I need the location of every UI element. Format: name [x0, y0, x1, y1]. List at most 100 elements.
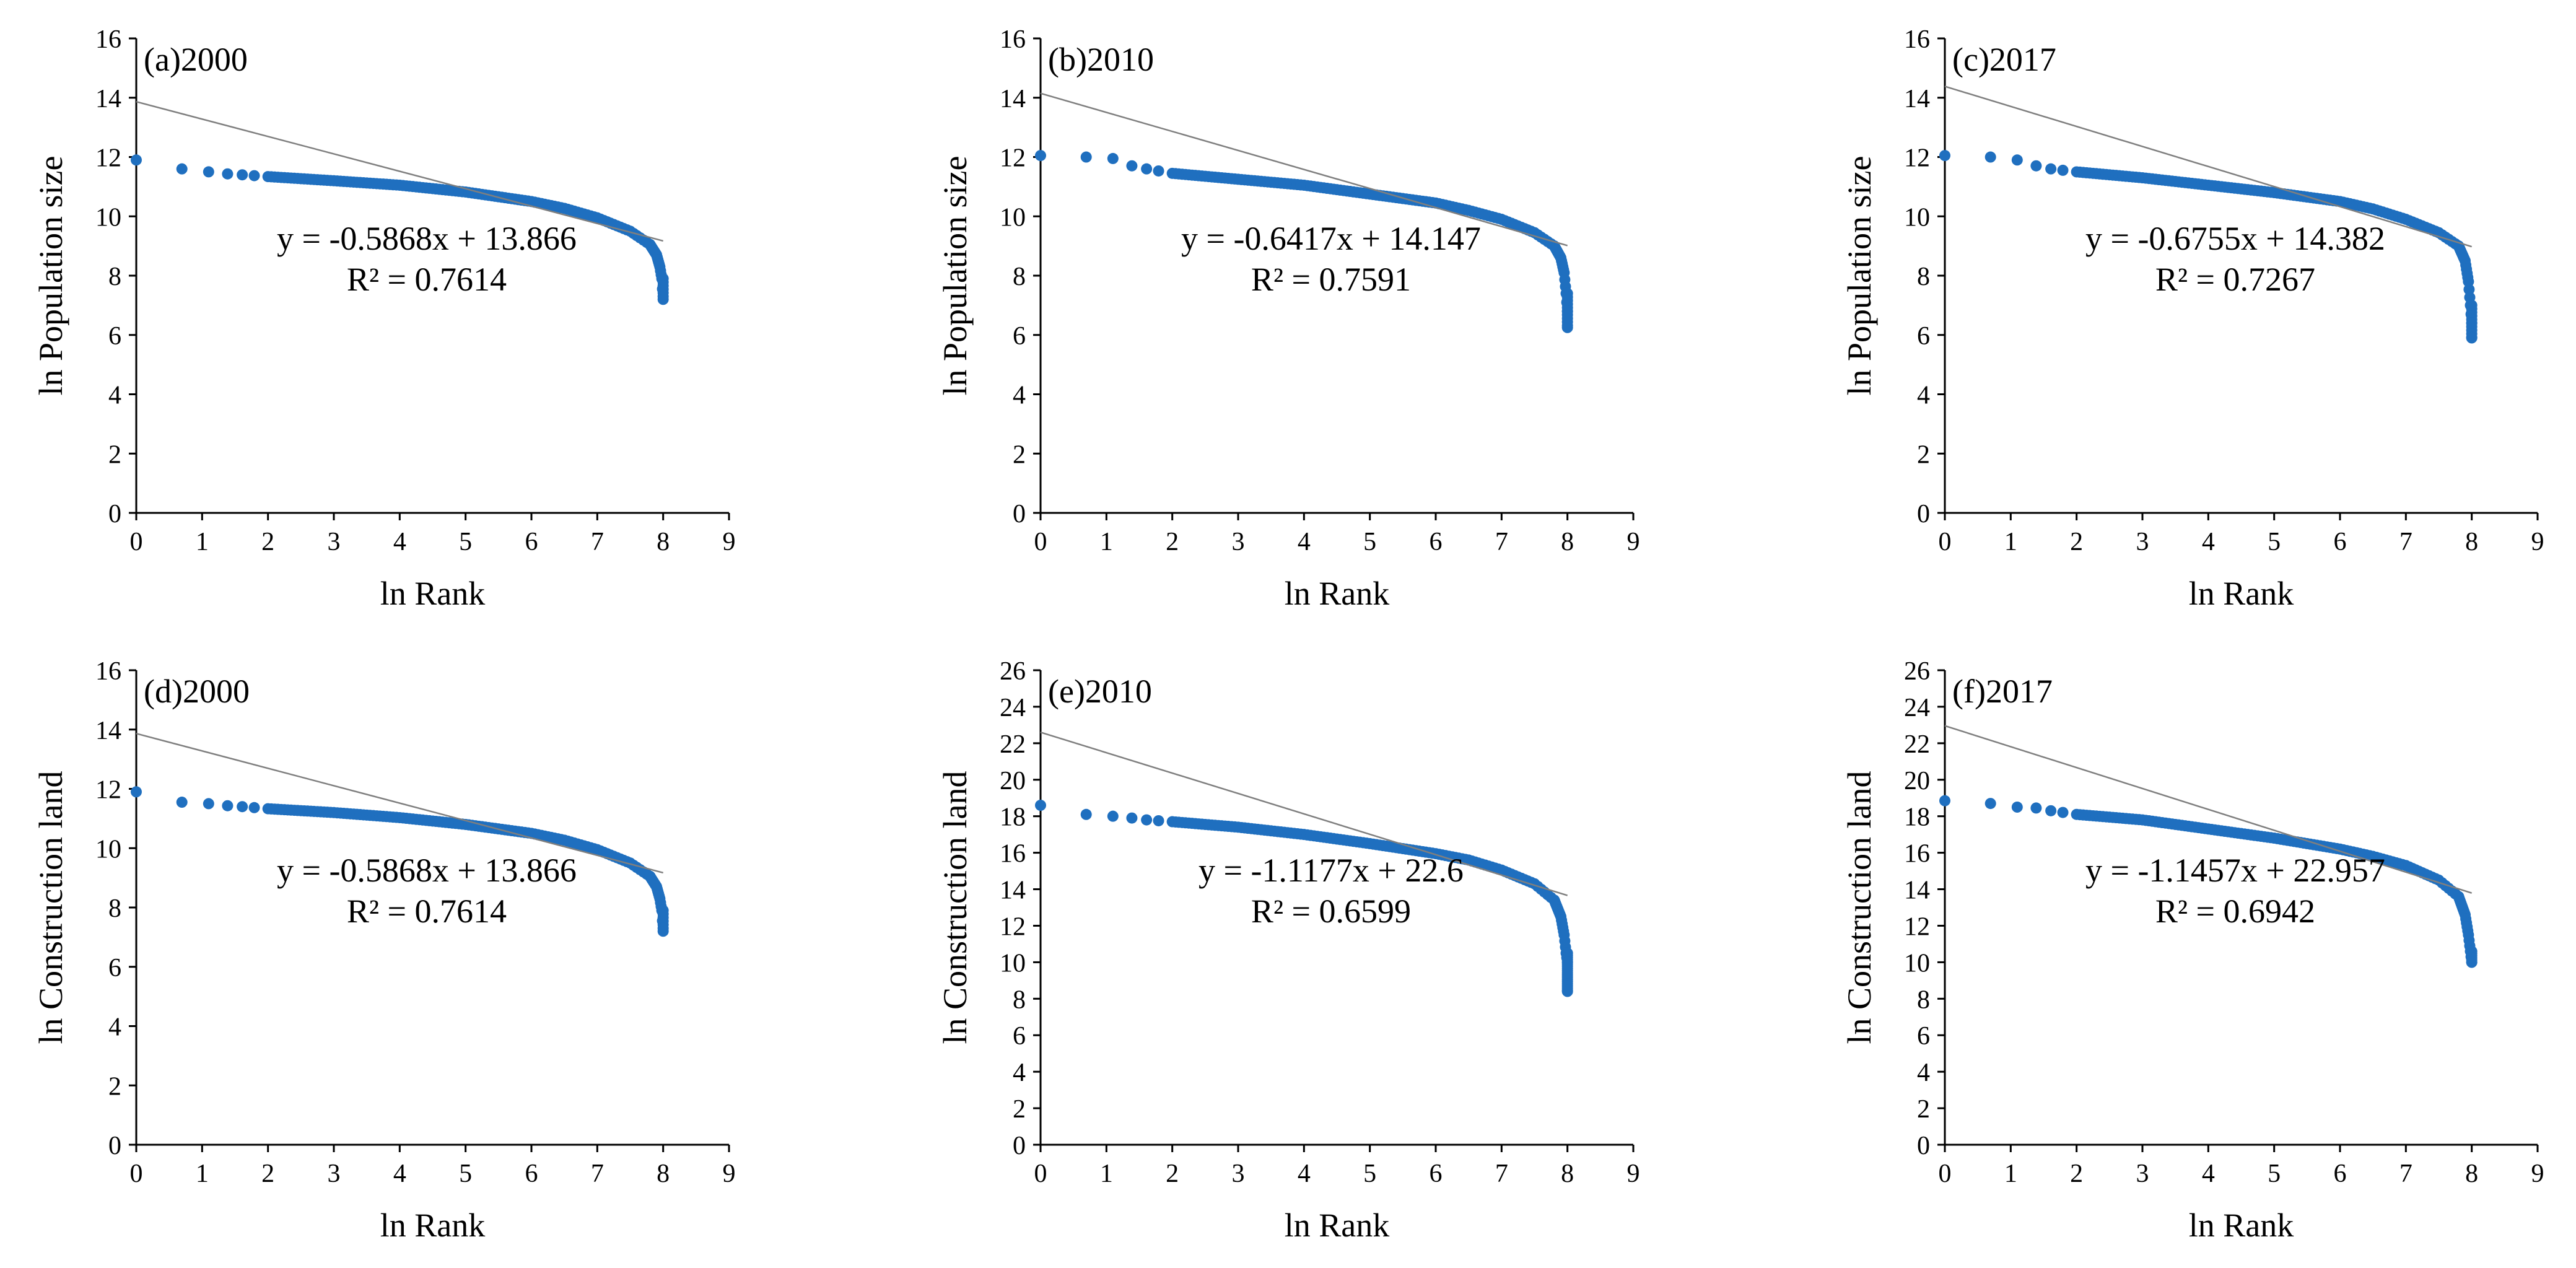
y-tick-label: 8 [1917, 986, 1930, 1014]
data-points [1035, 800, 1573, 997]
x-tick-label: 4 [1298, 528, 1311, 556]
y-tick-label: 2 [1013, 440, 1026, 469]
trendline-equation: y = -0.6755x + 14.382 [2085, 220, 2385, 257]
y-axis-label: ln Population size [1841, 156, 1878, 396]
x-tick-label: 3 [2136, 528, 2149, 556]
data-point [1080, 151, 1092, 163]
x-axis-label: ln Rank [380, 1207, 486, 1244]
x-tick-label: 5 [2268, 528, 2281, 556]
y-tick-label: 26 [1904, 657, 1930, 686]
data-point [1107, 810, 1119, 822]
panel-title: (e)2010 [1048, 673, 1152, 710]
trendline-equation: y = -0.5868x + 13.866 [277, 220, 577, 257]
y-tick-label: 22 [1000, 730, 1026, 759]
x-tick-label: 1 [1100, 1160, 1113, 1188]
trendline [136, 732, 663, 874]
data-point [1984, 151, 1996, 163]
y-tick-label: 2 [1917, 1095, 1930, 1124]
trendline-equation: y = -1.1457x + 22.957 [2085, 852, 2385, 889]
x-tick-label: 9 [2531, 528, 2544, 556]
data-point [248, 170, 260, 181]
data-point [222, 168, 234, 180]
x-axis-label: ln Rank [2189, 575, 2294, 612]
x-tick-label: 2 [2070, 1160, 2083, 1188]
y-tick-label: 10 [95, 835, 121, 864]
y-tick-label: 6 [1013, 322, 1026, 351]
trendline [1944, 85, 2473, 248]
y-tick-label: 4 [1917, 1059, 1930, 1087]
x-tick-label: 5 [459, 528, 472, 556]
x-tick-label: 0 [1034, 528, 1047, 556]
y-tick-label: 12 [1000, 912, 1026, 941]
trendline-equation: y = -1.1177x + 22.6 [1198, 852, 1464, 889]
y-tick-label: 14 [1000, 85, 1026, 113]
y-tick-label: 8 [108, 894, 121, 923]
x-tick-label: 1 [196, 1160, 209, 1188]
data-points [131, 786, 669, 937]
data-point [2011, 154, 2023, 166]
y-tick-label: 0 [108, 1132, 121, 1160]
y-tick-label: 16 [1904, 25, 1930, 54]
x-tick-label: 4 [1298, 1160, 1311, 1188]
y-tick-label: 18 [1904, 803, 1930, 832]
x-tick-label: 8 [2465, 528, 2478, 556]
y-tick-label: 4 [1917, 382, 1930, 410]
y-tick-label: 10 [95, 203, 121, 232]
y-tick-label: 12 [95, 144, 121, 173]
trendline [1040, 92, 1568, 247]
x-axis-label: ln Rank [2189, 1207, 2294, 1244]
data-point [1035, 800, 1046, 811]
y-tick-label: 16 [1000, 840, 1026, 868]
data-point [203, 166, 214, 178]
y-tick-label: 16 [95, 657, 121, 686]
data-point [131, 154, 142, 166]
y-tick-label: 14 [95, 717, 121, 745]
data-point [131, 786, 142, 798]
y-axis-label: ln Construction land [1841, 771, 1878, 1044]
x-tick-label: 0 [1034, 1160, 1047, 1188]
x-tick-label: 8 [657, 528, 670, 556]
y-tick-label: 8 [1013, 263, 1026, 291]
data-points [1939, 150, 2478, 344]
trendline-equation: y = -0.6417x + 14.147 [1181, 220, 1481, 257]
data-point [2466, 332, 2478, 344]
x-tick-label: 7 [2399, 1160, 2412, 1188]
y-axis-label: ln Population size [937, 156, 974, 396]
trendline-equation: y = -0.5868x + 13.866 [277, 852, 577, 889]
x-tick-label: 8 [2465, 1160, 2478, 1188]
y-tick-label: 12 [1000, 144, 1026, 173]
y-tick-label: 10 [1904, 203, 1930, 232]
x-tick-label: 2 [261, 1160, 274, 1188]
y-tick-label: 4 [1013, 1059, 1026, 1087]
y-axis-label: ln Population size [32, 156, 69, 396]
x-tick-label: 6 [2334, 1160, 2347, 1188]
x-tick-label: 6 [1430, 1160, 1443, 1188]
y-tick-label: 4 [108, 382, 121, 410]
x-tick-label: 5 [1363, 528, 1376, 556]
y-tick-label: 6 [1917, 322, 1930, 351]
panel-title: (d)2000 [144, 673, 250, 710]
y-axis-label: ln Construction land [32, 771, 69, 1044]
x-tick-label: 8 [1561, 1160, 1574, 1188]
x-tick-label: 5 [459, 1160, 472, 1188]
r-squared-label: R² = 0.7591 [1251, 261, 1411, 298]
x-tick-label: 2 [1166, 1160, 1179, 1188]
y-tick-label: 8 [1013, 986, 1026, 1014]
x-tick-label: 9 [2531, 1160, 2544, 1188]
y-tick-label: 0 [1917, 500, 1930, 528]
x-tick-label: 7 [591, 1160, 604, 1188]
y-tick-label: 6 [108, 954, 121, 982]
data-point [2466, 317, 2478, 329]
y-tick-label: 10 [1904, 949, 1930, 977]
y-tick-label: 2 [108, 440, 121, 469]
data-point [2466, 956, 2478, 968]
x-tick-label: 3 [1232, 1160, 1245, 1188]
y-tick-label: 8 [1917, 263, 1930, 291]
x-tick-label: 1 [2004, 1160, 2017, 1188]
x-tick-label: 4 [393, 528, 406, 556]
y-tick-label: 2 [1013, 1095, 1026, 1124]
data-point [2011, 801, 2023, 813]
y-tick-label: 0 [108, 500, 121, 528]
data-point [1939, 150, 1950, 162]
